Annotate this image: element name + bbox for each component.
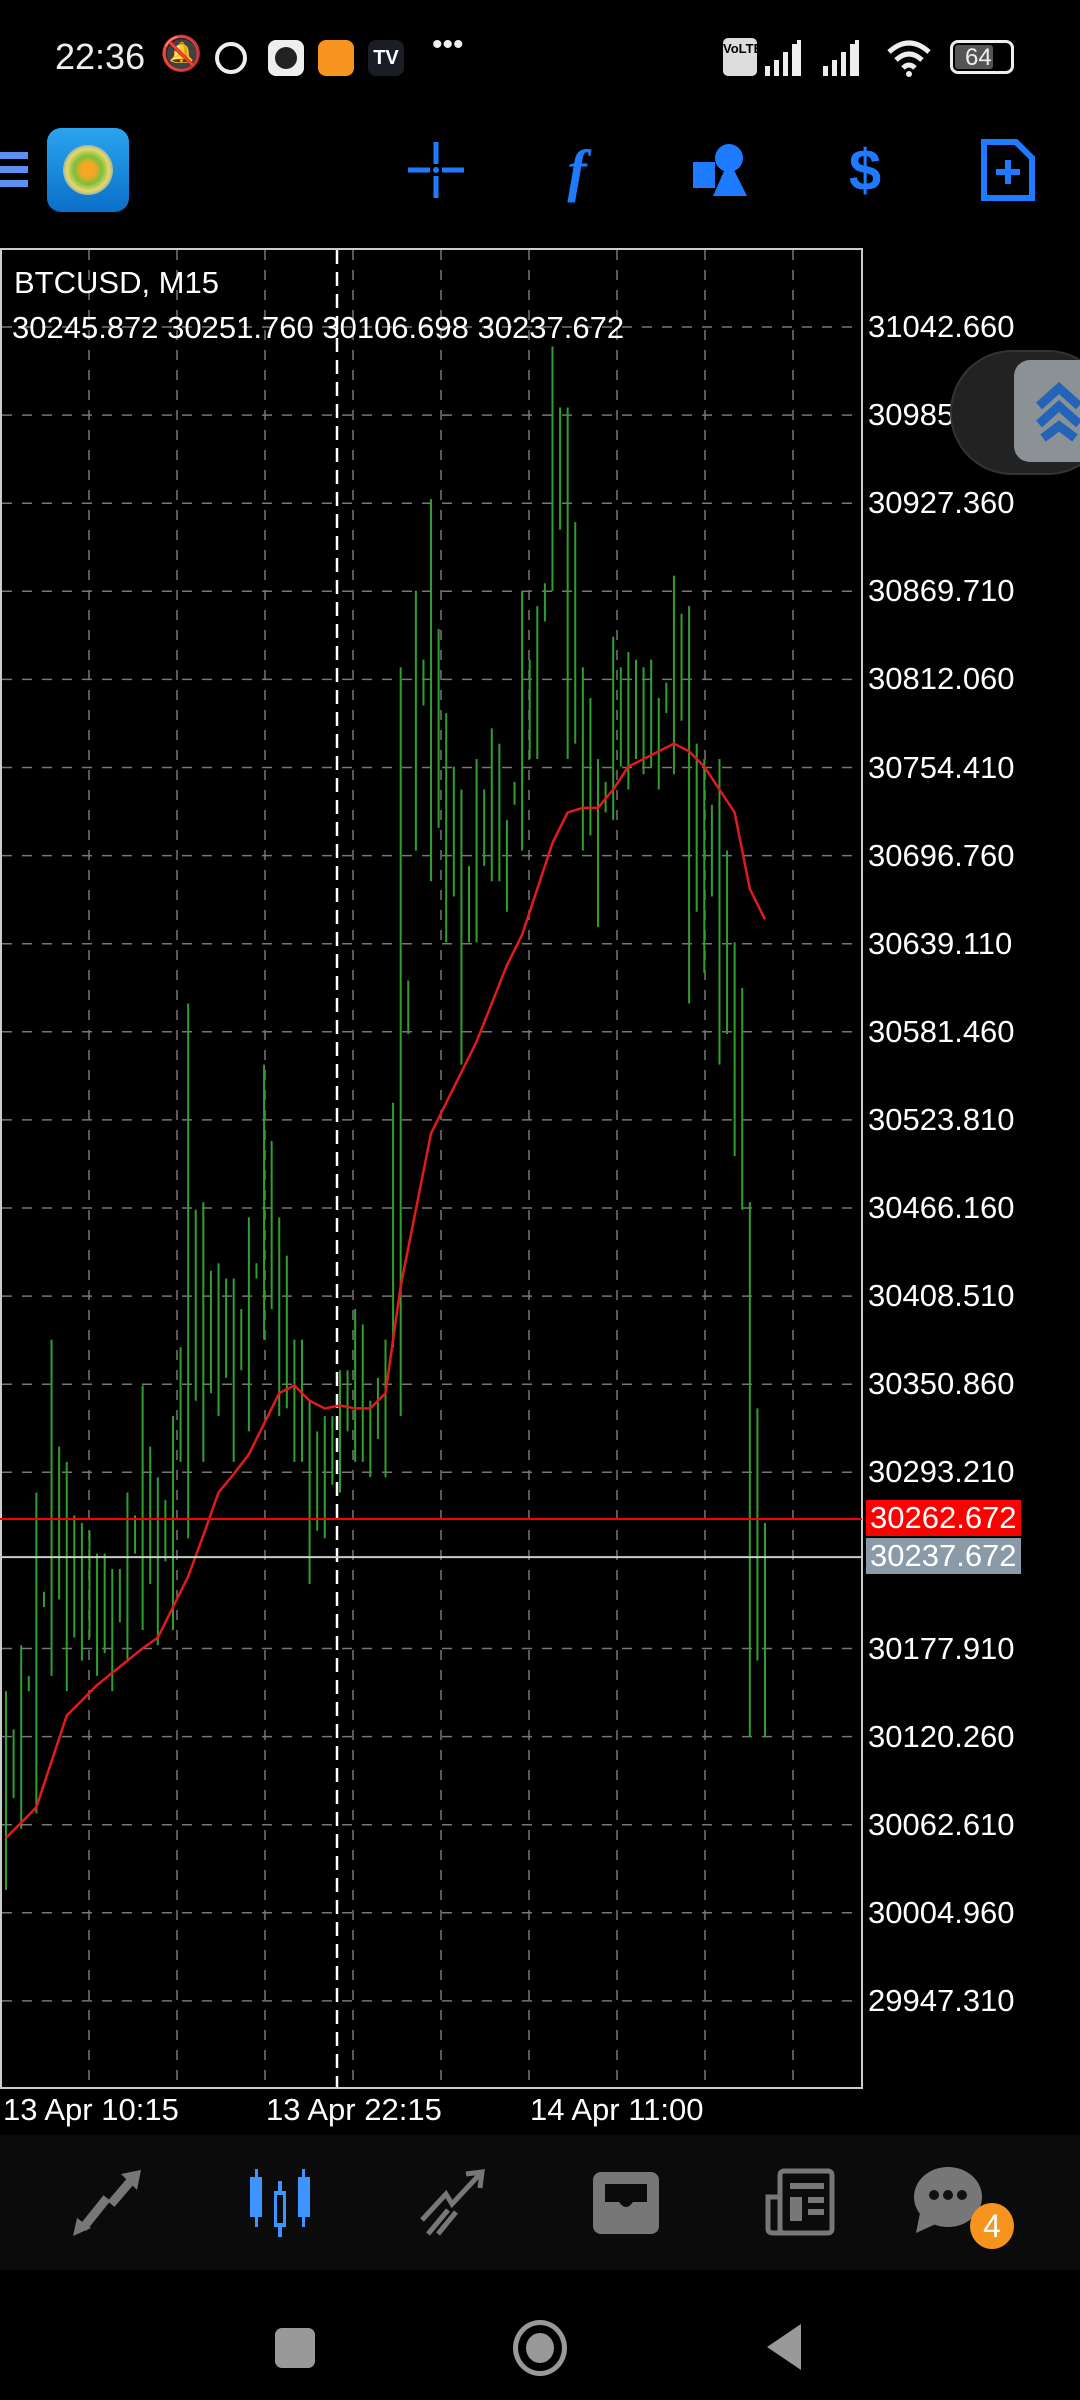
price-tick-label: 30696.760 [868, 837, 1015, 873]
signal-icon [765, 40, 859, 76]
price-tick-label: 30408.510 [868, 1278, 1015, 1314]
messages-icon [914, 2166, 982, 2233]
bid-price-label: 30262.672 [866, 1500, 1021, 1536]
close-value: 30237.672 [477, 310, 625, 345]
chart-symbol: BTCUSD, M15 [14, 265, 219, 300]
price-tick-label: 30523.810 [868, 1101, 1015, 1137]
price-tick-label: 30004.960 [868, 1894, 1015, 1930]
price-tick-label: 29947.310 [868, 1982, 1015, 2018]
battery-level: 64 [965, 44, 992, 71]
status-bar: 22:36 🔕 TV ••• VoLTE 64 [0, 28, 1080, 90]
nav-quotes[interactable] [58, 2155, 158, 2250]
nav-messages[interactable]: 4 [902, 2155, 1014, 2250]
price-tick-label: 30350.860 [868, 1366, 1015, 1402]
date-label: 13 Apr 10:15 [3, 2092, 179, 2127]
price-tick-label: 30062.610 [868, 1806, 1015, 1842]
trade-icon [420, 2168, 485, 2236]
home-button[interactable] [513, 2320, 567, 2376]
date-label: 13 Apr 22:15 [266, 2092, 442, 2127]
floating-app-icon[interactable] [1014, 360, 1080, 462]
price-chart[interactable] [0, 248, 1080, 2128]
metatrader4-logo[interactable] [47, 128, 129, 212]
system-nav-bar [0, 2270, 1080, 2400]
clock-app-icon [268, 40, 304, 76]
price-tick-label: 31042.660 [868, 309, 1015, 344]
nav-history[interactable] [576, 2155, 676, 2250]
moving-average-line [5, 742, 767, 1839]
open-value: 30245.872 [12, 310, 159, 345]
more-icon: ••• [432, 28, 464, 61]
high-value: 30251.760 [167, 310, 314, 345]
news-icon [765, 2168, 835, 2235]
current-price-label: 30237.672 [866, 1538, 1021, 1574]
messages-badge: 4 [970, 2203, 1014, 2249]
clock: 22:36 [55, 36, 146, 77]
floating-widget[interactable] [950, 350, 1080, 475]
history-inbox-icon [593, 2171, 659, 2234]
price-tick-label: 30293.210 [868, 1454, 1015, 1490]
price-tick-label: 30581.460 [868, 1013, 1015, 1049]
toolbar: f $ [0, 125, 1080, 215]
objects-icon[interactable] [681, 125, 761, 215]
recents-button[interactable] [275, 2328, 315, 2368]
symbol-swap-icon[interactable]: $ [848, 137, 882, 203]
mute-icon: 🔕 [160, 35, 203, 73]
nav-chart[interactable] [230, 2155, 330, 2250]
chart-candles-icon [250, 2168, 310, 2237]
low-value: 30106.698 [322, 310, 469, 345]
crosshair-icon[interactable] [396, 125, 476, 215]
price-tick-label: 30927.360 [868, 485, 1015, 521]
quotes-icon [73, 2169, 141, 2236]
price-tick-label: 30754.410 [868, 749, 1015, 785]
price-tick-label: 30177.910 [868, 1630, 1015, 1666]
chart-ohlc: 30245.872 30251.760 30106.698 30237.672 [12, 310, 624, 346]
price-tick-label: 30120.260 [868, 1718, 1015, 1754]
battery-icon: 64 [950, 40, 1014, 74]
orange-app-icon [318, 40, 354, 76]
indicator-f-icon[interactable]: f [567, 137, 587, 203]
price-tick-label: 30639.110 [868, 925, 1013, 961]
back-button[interactable] [763, 2322, 803, 2372]
new-order-icon[interactable] [968, 125, 1048, 215]
chart-frame [0, 248, 863, 2089]
price-tick-label: 30812.060 [868, 661, 1015, 697]
price-tick-label: 30466.160 [868, 1190, 1015, 1225]
nav-news[interactable] [750, 2155, 850, 2250]
tradingview-icon: TV [368, 40, 404, 76]
alarm-icon [215, 42, 247, 74]
wifi-icon [887, 40, 931, 77]
date-label: 14 Apr 11:00 [530, 2092, 704, 2127]
price-tick-label: 30869.710 [868, 573, 1015, 609]
menu-icon[interactable] [0, 152, 28, 188]
bottom-nav: 4 [0, 2135, 1080, 2270]
nav-trade[interactable] [403, 2155, 503, 2250]
volte-icon: VoLTE [723, 38, 762, 76]
